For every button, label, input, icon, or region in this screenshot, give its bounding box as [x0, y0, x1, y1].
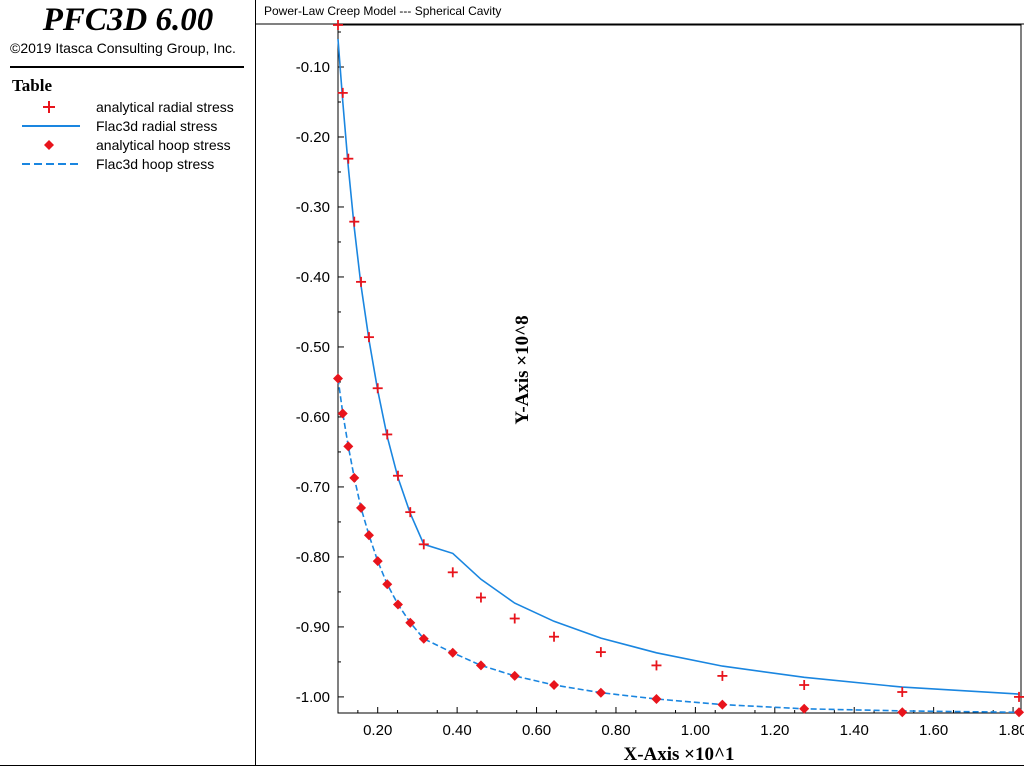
y-tick-label: -0.90: [296, 619, 330, 636]
diamond-marker-point: [418, 633, 429, 644]
y-axis: -0.10 -0.20 -0.30 -0.40 -0.50 -0.60 -0.70 -0.80…: [296, 31, 344, 706]
plot-title: Power-Law Creep Model --- Spherical Cavi…: [264, 4, 502, 18]
plus-marker-point: [343, 153, 354, 164]
diamond-marker-point: [333, 373, 343, 384]
x-axis: 0.20 0.40 0.60 0.80 1.00 1.20 1.40 1.60 1.80: [357, 707, 1024, 739]
diamond-marker-point: [392, 599, 403, 610]
diamond-marker-point: [337, 408, 348, 419]
diamond-marker-point: [897, 707, 908, 718]
plus-marker-point: [1014, 691, 1024, 702]
plus-marker-point: [651, 660, 662, 671]
diamond-marker-point: [372, 556, 383, 567]
plus-marker-icon: [43, 101, 55, 113]
diamond-marker-point: [343, 441, 354, 452]
divider: [10, 66, 244, 68]
diamond-marker-point: [447, 647, 458, 658]
plus-marker-point: [372, 383, 383, 394]
diamond-marker-point: [549, 680, 560, 691]
y-tick-label: -1.00: [296, 689, 330, 706]
x-tick-label: 1.00: [681, 722, 710, 739]
plus-marker-point: [717, 670, 728, 681]
legend-heading: Table: [12, 76, 53, 95]
diamond-marker-icon: [44, 140, 54, 150]
legend-item-flac3d-radial: Flac3d radial stress: [20, 117, 256, 135]
legend-item-analytical-radial: analytical radial stress: [20, 98, 256, 116]
series-line-flac3d-hoop: [337, 378, 1020, 714]
diamond-marker-point: [595, 687, 606, 698]
plus-marker-point: [405, 507, 416, 518]
solid-line-icon: [22, 125, 80, 127]
legend-panel: PFC3D 6.00 ©2019 Itasca Consulting Group…: [0, 0, 256, 766]
diamond-marker-point: [717, 699, 728, 710]
legend-label: analytical hoop stress: [96, 137, 231, 153]
diamond-marker-point: [799, 703, 810, 714]
chart-canvas: 0.20 0.40 0.60 0.80 1.00 1.20 1.40 1.60 1.80 -0.…: [256, 20, 1024, 765]
diamond-marker-point: [475, 660, 486, 671]
legend-item-flac3d-hoop: Flac3d hoop stress: [20, 155, 256, 173]
diamond-marker-point: [1014, 707, 1024, 718]
plus-marker-point: [382, 429, 393, 440]
copyright-text: ©2019 Itasca Consulting Group, Inc.: [10, 40, 236, 56]
legend-label: analytical radial stress: [96, 99, 234, 115]
plus-marker-point: [595, 647, 606, 658]
diamond-marker-point: [349, 472, 360, 483]
y-tick-label: -0.10: [296, 59, 330, 76]
y-tick-label: -0.30: [296, 199, 330, 216]
diamond-marker-point: [651, 694, 662, 705]
x-tick-label: 1.60: [919, 722, 948, 739]
dashed-line-icon: [22, 163, 80, 165]
series-layer: [333, 20, 1024, 718]
x-tick-label: 0.60: [522, 722, 551, 739]
y-axis-title: Y-Axis ×10^8: [512, 315, 533, 424]
x-tick-label: 1.40: [840, 722, 869, 739]
y-tick-label: -0.70: [296, 479, 330, 496]
diamond-marker-point: [509, 670, 520, 681]
diamond-marker-point: [382, 579, 393, 590]
plus-marker-point: [447, 567, 458, 578]
y-tick-label: -0.80: [296, 549, 330, 566]
x-tick-label: 1.80: [998, 722, 1024, 739]
plus-marker-point: [799, 680, 810, 691]
plus-marker-point: [509, 613, 520, 624]
y-tick-label: -0.50: [296, 339, 330, 356]
plus-marker-point: [549, 631, 560, 642]
legend-item-analytical-hoop: analytical hoop stress: [20, 136, 256, 154]
diamond-marker-point: [405, 617, 416, 628]
y-tick-label: -0.60: [296, 409, 330, 426]
plot-frame: [256, 0, 1024, 766]
diamond-marker-point: [363, 530, 374, 541]
x-tick-label: 0.40: [443, 722, 472, 739]
plus-marker-point: [333, 20, 343, 30]
plus-marker-point: [475, 592, 486, 603]
x-tick-label: 0.80: [601, 722, 630, 739]
plus-marker-point: [897, 687, 908, 698]
x-tick-label: 1.20: [760, 722, 789, 739]
plus-marker-point: [356, 276, 367, 287]
legend-label: Flac3d radial stress: [96, 118, 218, 134]
plus-marker-point: [349, 216, 360, 227]
plus-marker-point: [363, 332, 374, 343]
y-tick-label: -0.40: [296, 269, 330, 286]
legend-label: Flac3d hoop stress: [96, 156, 215, 172]
plus-marker-point: [392, 470, 403, 481]
x-axis-title: X-Axis ×10^1: [623, 744, 734, 765]
plus-marker-point: [337, 87, 348, 98]
diamond-marker-point: [356, 502, 367, 513]
plot-area: [337, 24, 1022, 714]
app-logo-title: PFC3D 6.00: [42, 2, 214, 38]
y-tick-label: -0.20: [296, 129, 330, 146]
series-line-flac3d-radial: [337, 38, 1020, 695]
plus-marker-point: [418, 539, 429, 550]
x-tick-label: 0.20: [363, 722, 392, 739]
